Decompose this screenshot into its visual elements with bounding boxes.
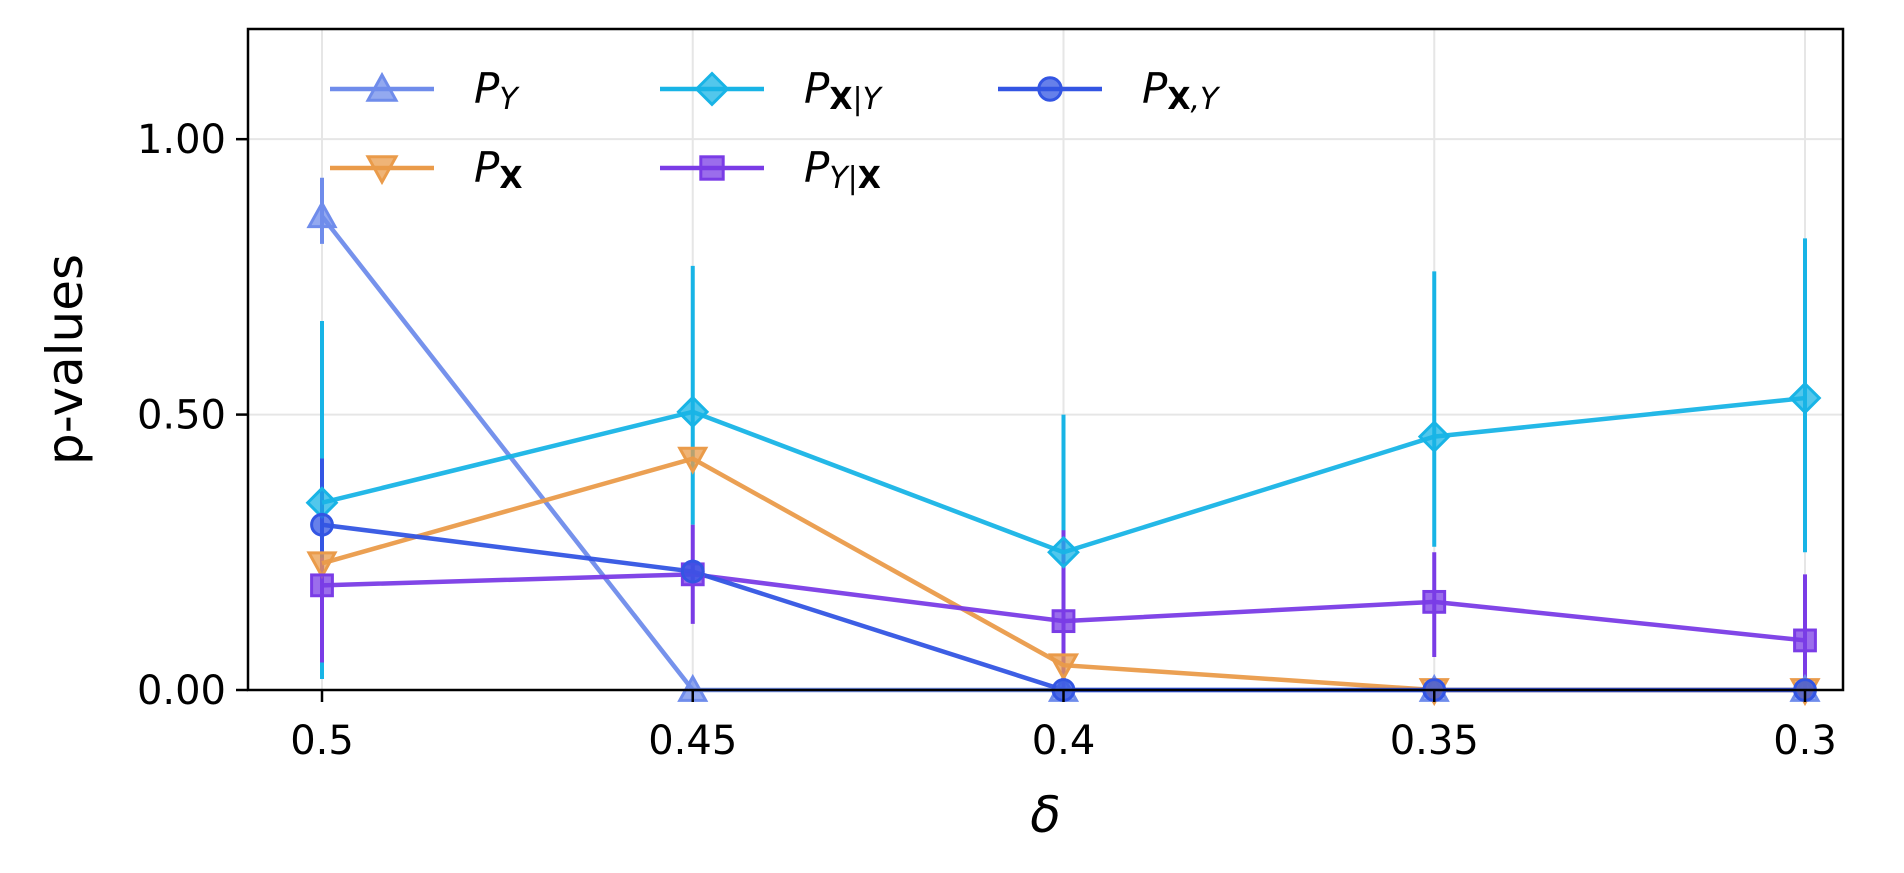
series-2-point [305,486,339,520]
legend-entry-4: PX,Y [998,64,1221,117]
x-tick-label: 0.4 [1032,718,1096,764]
series-2-point [1047,535,1080,569]
x-tick-label: 0.45 [648,718,737,764]
legend-label: PX [474,143,522,196]
series-0-point [306,200,338,229]
y-axis-label: p-values [36,254,94,465]
series-2-point [676,395,710,429]
series-3-point [1422,589,1447,614]
legend-swatch-marker [1037,76,1063,102]
series-3-point [310,573,334,598]
grid [248,29,1843,691]
y-axis-ticks: 0.00 0.50 1.00 [137,117,248,714]
x-axis-ticks: 0.5 0.45 0.4 0.35 0.3 [290,690,1837,764]
legend-swatch-marker [694,71,730,107]
series-2-point [1417,420,1451,454]
plot-frame [246,27,1845,692]
x-tick-label: 0.5 [290,718,354,764]
legend-swatch-marker [699,155,725,181]
x-tick-label: 0.3 [1773,718,1837,764]
y-tick-label: 0.50 [137,393,226,439]
legend-entry-0: PY [330,64,520,117]
legend-swatch-marker [365,155,399,186]
series-3-point [1051,609,1076,634]
series-2-point [1788,381,1822,415]
series-3-point [1793,628,1817,653]
legend-swatch-marker [365,71,399,102]
series-4-point [680,559,705,584]
y-tick-label: 0.00 [137,668,226,714]
series-1-point [677,446,709,475]
y-tick-label: 1.00 [137,117,226,163]
legend: PY PX PX|Y PY|X PX,Y [330,64,1221,196]
series-4-point [310,512,334,537]
legend-label: PX,Y [1142,64,1221,117]
series-1-point [306,551,338,580]
legend-label: PY|X [804,143,881,196]
legend-entry-1: PX [330,143,522,196]
series-1-point [1047,653,1080,682]
legend-entry-2: PX|Y [660,64,884,117]
legend-label: PY [474,64,520,117]
x-axis-label: δ [1030,786,1061,844]
legend-entry-3: PY|X [660,143,881,196]
x-tick-label: 0.35 [1390,718,1479,764]
legend-label: PX|Y [804,64,884,117]
